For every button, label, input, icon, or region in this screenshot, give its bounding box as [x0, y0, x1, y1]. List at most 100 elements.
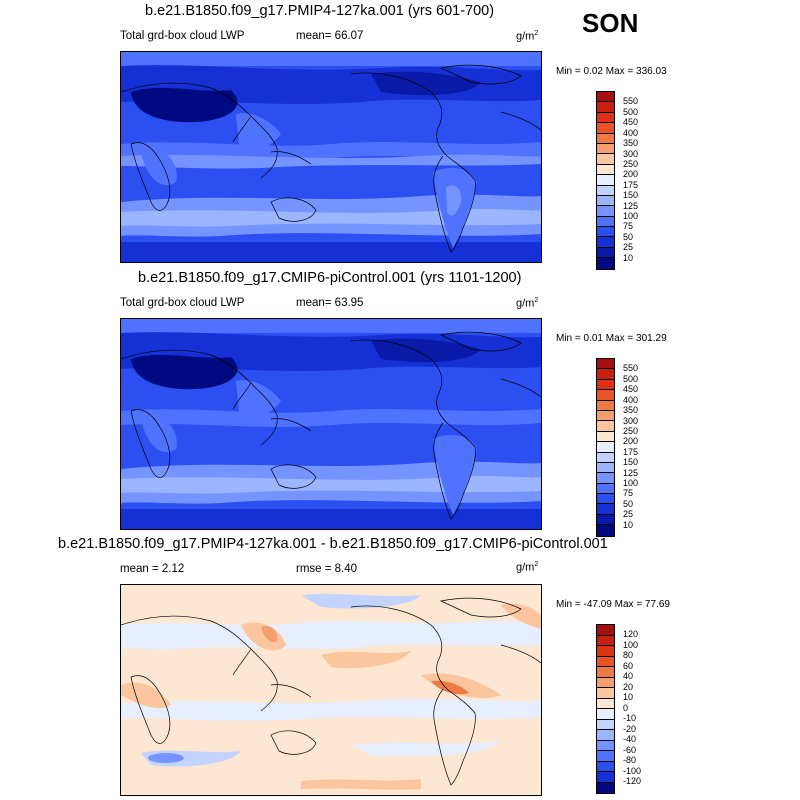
colorbar-tick-label: 350	[623, 138, 639, 148]
colorbar-tick-label: 350	[623, 405, 639, 415]
colorbar-box	[597, 751, 614, 762]
panel-2-map-field	[121, 319, 541, 529]
colorbar-tick-label: 250	[623, 159, 639, 169]
panel-1-variable-label: Total grd-box cloud LWP	[120, 30, 245, 42]
colorbar-tick-label: 80	[623, 650, 634, 660]
colorbar-box	[597, 410, 614, 422]
colorbar-box	[597, 719, 614, 730]
colorbar-tick-label: 25	[623, 509, 634, 519]
colorbar-tick-label: -60	[623, 745, 637, 755]
colorbar-tick-label: -80	[623, 755, 637, 765]
colorbar-tick-label: 125	[623, 201, 639, 211]
colorbar-box	[597, 258, 614, 269]
colorbar-tick-label: 0	[623, 703, 629, 713]
colorbar-tick-label: 450	[623, 384, 639, 394]
colorbar-tick-label: -100	[623, 766, 642, 776]
colorbar-box	[597, 646, 614, 657]
colorbar-box	[597, 667, 614, 678]
colorbar-box	[597, 452, 614, 463]
colorbar-tick-label: 175	[623, 447, 639, 457]
colorbar-tick-label: 25	[623, 242, 634, 252]
colorbar-box	[597, 421, 614, 432]
panel-2-minmax: Min = 0.01 Max = 301.29	[556, 333, 667, 344]
panel-1-map	[120, 51, 542, 263]
colorbar-box	[597, 688, 614, 699]
panel-1-map-field	[121, 52, 541, 262]
colorbar-tick-label: 200	[623, 436, 639, 446]
colorbar-tick-label: 50	[623, 499, 634, 509]
colorbar-tick-label: 40	[623, 671, 634, 681]
panel-1-units: g/m2	[516, 30, 539, 43]
colorbar-box	[597, 483, 614, 495]
colorbar-box	[597, 369, 614, 380]
panel-2-units: g/m2	[516, 297, 539, 310]
colorbar-box	[597, 164, 614, 176]
panel-1-mean: mean= 66.07	[296, 30, 364, 42]
colorbar-tick-label: 550	[623, 96, 639, 106]
panel-2-title: b.e21.B1850.f09_g17.CMIP6-piControl.001 …	[138, 270, 522, 286]
colorbar-box	[597, 143, 614, 155]
colorbar-box	[597, 514, 614, 526]
colorbar-box	[597, 625, 614, 636]
colorbar-box	[597, 133, 614, 144]
colorbar-box	[597, 359, 614, 370]
colorbar-tick-label: 100	[623, 478, 639, 488]
colorbar-tick-label: 100	[623, 640, 639, 650]
colorbar-box	[597, 175, 614, 186]
colorbar-box	[597, 185, 614, 196]
colorbar-box	[597, 761, 614, 772]
panel-1-minmax: Min = 0.02 Max = 336.03	[556, 66, 667, 77]
colorbar-box	[597, 206, 614, 217]
colorbar-tick-label: 10	[623, 253, 634, 263]
panel-3-mean: mean = 2.12	[120, 563, 185, 575]
colorbar-tick-label: -120	[623, 776, 642, 786]
colorbar-box	[597, 709, 614, 720]
panel-3-units: g/m2	[516, 561, 539, 574]
colorbar-box	[597, 473, 614, 484]
season-label: SON	[582, 8, 639, 38]
colorbar-box	[597, 92, 614, 103]
colorbar-tick-label: 60	[623, 661, 634, 671]
colorbar-box	[597, 698, 614, 709]
colorbar-tick-label: -20	[623, 724, 637, 734]
colorbar-box	[597, 740, 614, 751]
colorbar-tick-label: 400	[623, 128, 639, 138]
colorbar-box	[597, 227, 614, 238]
colorbar-tick-label: 10	[623, 692, 634, 702]
colorbar-tick-label: 400	[623, 395, 639, 405]
colorbar-box	[597, 195, 614, 207]
colorbar-box	[597, 772, 614, 783]
colorbar-box	[597, 154, 614, 165]
colorbar-box	[597, 216, 614, 228]
colorbar-box	[597, 400, 614, 411]
colorbar-tick-label: 550	[623, 363, 639, 373]
panel-3-title: b.e21.B1850.f09_g17.PMIP4-127ka.001 - b.…	[58, 536, 608, 552]
colorbar-tick-label: 75	[623, 221, 634, 231]
colorbar-tick-label: 300	[623, 416, 639, 426]
colorbar-box	[597, 123, 614, 134]
colorbar-box	[597, 237, 614, 248]
colorbar-tick-label: -40	[623, 734, 637, 744]
colorbar-box	[597, 442, 614, 453]
colorbar-tick-label: 175	[623, 180, 639, 190]
colorbar-tick-label: 10	[623, 520, 634, 530]
colorbar-box	[597, 504, 614, 515]
colorbar-box	[597, 677, 614, 688]
colorbar-tick-label: 75	[623, 488, 634, 498]
panel-3-map-field	[121, 585, 541, 795]
colorbar-box	[597, 730, 614, 741]
colorbar-tick-label: 300	[623, 149, 639, 159]
colorbar-tick-label: 125	[623, 468, 639, 478]
colorbar-box	[597, 379, 614, 391]
colorbar-box	[597, 462, 614, 474]
colorbar-tick-label: 500	[623, 107, 639, 117]
panel-3-minmax: Min = -47.09 Max = 77.69	[556, 599, 670, 610]
panel-2-map	[120, 318, 542, 530]
colorbar-tick-label: 150	[623, 190, 639, 200]
colorbar-tick-label: 450	[623, 117, 639, 127]
colorbar-box	[597, 656, 614, 667]
colorbar-box	[597, 525, 614, 536]
panel-1-colorbar	[596, 91, 615, 270]
panel-3-colorbar	[596, 624, 615, 794]
panel-2-colorbar	[596, 358, 615, 537]
